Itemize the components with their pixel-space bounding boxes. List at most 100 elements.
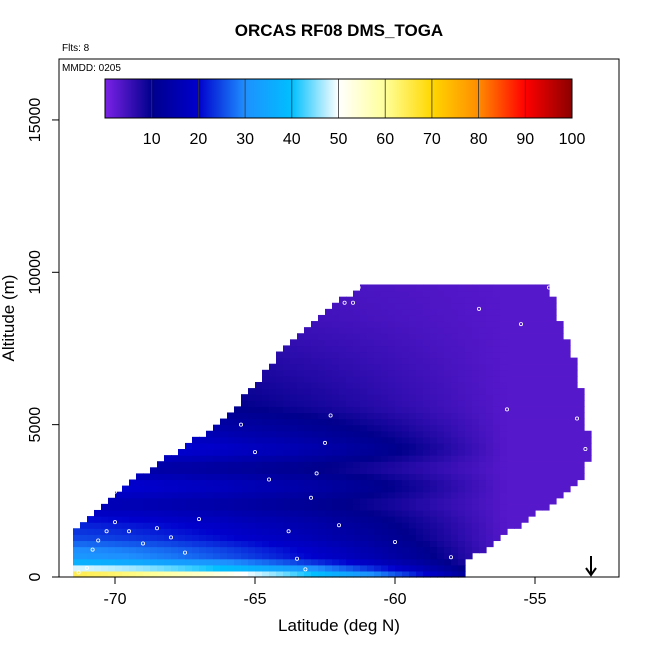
- heatmap-cell: [276, 424, 284, 432]
- heatmap-cell: [556, 388, 564, 395]
- heatmap-cell: [87, 534, 95, 542]
- heatmap-cell: [479, 436, 487, 444]
- heatmap-cell: [542, 467, 550, 474]
- heatmap-cell: [388, 479, 396, 487]
- heatmap-cell: [262, 497, 270, 505]
- heatmap-cell: [388, 339, 396, 347]
- heatmap-cell: [367, 412, 375, 420]
- heatmap-cell: [507, 418, 515, 426]
- heatmap-cell: [507, 503, 515, 511]
- heatmap-cell: [535, 467, 543, 474]
- heatmap-cell: [381, 381, 389, 389]
- heatmap-cell: [486, 473, 494, 481]
- heatmap-cell: [234, 479, 242, 487]
- heatmap-cell: [556, 412, 564, 420]
- heatmap-cell: [514, 485, 522, 493]
- heatmap-cell: [409, 363, 417, 371]
- heatmap-cell: [556, 430, 564, 438]
- heatmap-cell: [353, 412, 361, 420]
- heatmap-cell: [374, 327, 382, 334]
- heatmap-cell: [353, 369, 361, 377]
- heatmap-cell: [479, 491, 487, 499]
- heatmap-cell: [234, 412, 242, 420]
- heatmap-cell: [276, 381, 284, 389]
- heatmap-cell: [248, 406, 256, 414]
- heatmap-cell: [542, 302, 550, 310]
- heatmap-cell: [374, 290, 382, 298]
- heatmap-cell: [423, 406, 431, 414]
- heatmap-cell: [360, 302, 368, 310]
- heatmap-cell: [563, 473, 571, 481]
- heatmap-cell: [220, 546, 228, 554]
- heatmap-cell: [486, 461, 494, 468]
- heatmap-cell: [472, 400, 480, 407]
- colorbar-tick-label: 20: [190, 131, 208, 148]
- heatmap-cell: [269, 461, 277, 468]
- heatmap-cell: [304, 394, 312, 401]
- heatmap-cell: [486, 314, 494, 322]
- heatmap-cell: [360, 406, 368, 414]
- heatmap-cell: [563, 436, 571, 444]
- heatmap-cell: [157, 552, 165, 560]
- heatmap-cell: [227, 442, 235, 450]
- heatmap-cell: [500, 436, 508, 444]
- heatmap-cell: [500, 461, 508, 468]
- heatmap-cell: [283, 479, 291, 487]
- heatmap-cell: [318, 546, 326, 554]
- heatmap-cell: [339, 357, 347, 365]
- heatmap-cell: [479, 497, 487, 505]
- heatmap-cell: [318, 509, 326, 517]
- heatmap-cell: [143, 540, 151, 548]
- heatmap-cell: [423, 339, 431, 347]
- heatmap-cell: [199, 558, 207, 566]
- heatmap-cell: [430, 345, 438, 353]
- heatmap-cell: [318, 442, 326, 450]
- heatmap-cell: [150, 473, 158, 481]
- heatmap-cell: [339, 375, 347, 383]
- heatmap-cell: [304, 424, 312, 432]
- heatmap-cell: [549, 388, 557, 395]
- heatmap-cell: [381, 449, 389, 456]
- heatmap-cell: [283, 522, 291, 529]
- heatmap-cell: [423, 424, 431, 432]
- heatmap-cell: [409, 321, 417, 328]
- heatmap-cell: [178, 552, 186, 560]
- heatmap-cell: [164, 558, 172, 566]
- heatmap-cell: [262, 424, 270, 432]
- heatmap-cell: [262, 509, 270, 517]
- heatmap-cell: [409, 509, 417, 517]
- heatmap-cell: [220, 430, 228, 438]
- heatmap-cell: [185, 516, 193, 523]
- heatmap-cell: [360, 375, 368, 383]
- heatmap-cell: [255, 412, 263, 420]
- heatmap-cell: [332, 467, 340, 474]
- heatmap-cell: [185, 546, 193, 554]
- heatmap-cell: [290, 491, 298, 499]
- heatmap-cell: [465, 485, 473, 493]
- heatmap-cell: [367, 473, 375, 481]
- sample-point: [140, 541, 145, 546]
- heatmap-cell: [521, 412, 529, 420]
- heatmap-cell: [479, 351, 487, 359]
- heatmap-cell: [444, 308, 452, 316]
- heatmap-cell: [297, 333, 305, 340]
- heatmap-cell: [136, 546, 144, 554]
- heatmap-cell: [395, 418, 403, 426]
- heatmap-cell: [395, 558, 403, 566]
- heatmap-cell: [395, 327, 403, 334]
- heatmap-cell: [444, 534, 452, 542]
- heatmap-cell: [220, 552, 228, 560]
- heatmap-cell: [367, 564, 375, 572]
- heatmap-cell: [395, 552, 403, 560]
- heatmap-cell: [332, 534, 340, 542]
- heatmap-cell: [213, 509, 221, 517]
- heatmap-cell: [388, 388, 396, 395]
- heatmap-cell: [402, 455, 410, 462]
- heatmap-cell: [325, 509, 333, 517]
- heatmap-cell: [500, 503, 508, 511]
- colorbar-tick-label: 40: [283, 131, 301, 148]
- heatmap-cell: [206, 436, 214, 444]
- heatmap-cell: [542, 400, 550, 407]
- heatmap-cell: [311, 430, 319, 438]
